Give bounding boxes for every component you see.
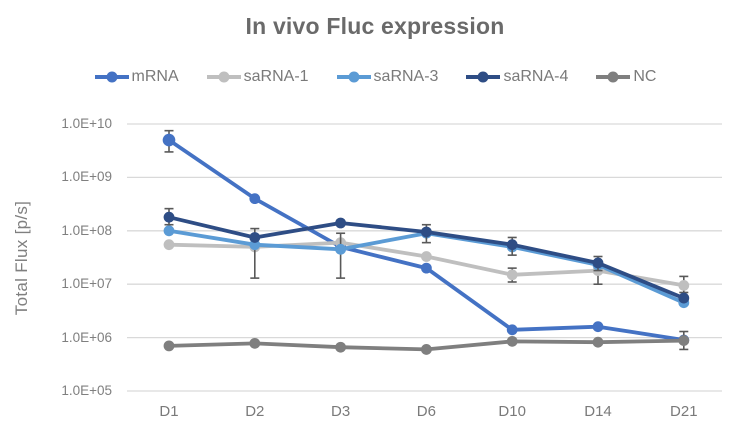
y-tick-label: 1.0E+07 <box>61 276 112 292</box>
y-tick-label: 1.0E+06 <box>61 329 112 345</box>
y-tick-label: 1.0E+08 <box>61 222 112 238</box>
legend-item-saRNA-1: saRNA-1 <box>206 68 309 86</box>
data-point-marker-NC <box>678 335 690 346</box>
data-point-marker-saRNA-4 <box>335 217 346 229</box>
legend-item-label: mRNA <box>131 68 179 85</box>
data-point-marker-NC <box>335 341 346 353</box>
data-point-marker-NC <box>249 337 261 349</box>
data-point-marker-saRNA-3 <box>163 225 175 237</box>
x-tick-label: D3 <box>331 403 351 420</box>
x-tick-label: D1 <box>159 403 179 420</box>
data-point-marker-saRNA-1 <box>163 239 175 251</box>
data-point-marker-NC <box>421 344 432 355</box>
x-tick-label: D2 <box>245 403 265 420</box>
y-axis-title: Total Flux [p/s] <box>12 200 31 316</box>
data-point-marker-saRNA-4 <box>506 239 518 251</box>
y-tick-label: 1.0E+09 <box>61 169 112 185</box>
y-tick-label: 1.0E+10 <box>61 116 112 131</box>
chart-title: In vivo Fluc expression <box>245 13 505 39</box>
data-point-marker-saRNA-4 <box>249 232 261 243</box>
data-point-marker-saRNA-4 <box>678 292 690 304</box>
x-tick-label: D14 <box>584 403 612 420</box>
data-point-marker-mRNA <box>162 133 176 147</box>
y-tick-label: 1.0E+05 <box>61 383 112 398</box>
x-tick-label: D10 <box>498 403 526 420</box>
data-point-marker-NC <box>592 336 604 348</box>
data-point-marker-saRNA-1 <box>506 269 518 281</box>
data-point-marker-NC <box>163 340 175 352</box>
legend-item-NC: NC <box>595 68 656 86</box>
legend-marker-icon <box>94 71 129 83</box>
data-point-marker-saRNA-4 <box>163 211 175 223</box>
legend-item-label: saRNA-4 <box>503 68 569 85</box>
legend: mRNA saRNA-1 saRNA-3 saRNA-4 NC <box>0 63 750 91</box>
data-point-marker-saRNA-1 <box>678 279 690 291</box>
data-point-marker-NC <box>506 335 518 347</box>
x-tick-label: D6 <box>416 403 436 420</box>
data-point-marker-mRNA <box>421 262 432 274</box>
data-point-marker-saRNA-3 <box>335 243 346 255</box>
legend-marker-icon <box>466 71 501 83</box>
legend-item-saRNA-4: saRNA-4 <box>465 68 568 86</box>
legend-item-mRNA: mRNA <box>94 68 179 86</box>
data-point-marker-saRNA-4 <box>421 226 432 238</box>
data-point-marker-mRNA <box>249 193 261 205</box>
legend-item-saRNA-3: saRNA-3 <box>336 68 439 86</box>
legend-item-label: saRNA-3 <box>373 68 439 85</box>
data-point-marker-mRNA <box>592 321 604 333</box>
data-point-marker-mRNA <box>506 324 518 336</box>
legend-marker-icon <box>596 71 631 83</box>
legend-marker-icon <box>206 71 241 83</box>
legend-item-label: saRNA-1 <box>243 68 309 85</box>
data-point-marker-saRNA-1 <box>421 251 432 262</box>
data-point-marker-saRNA-4 <box>592 257 604 269</box>
legend-marker-icon <box>336 71 371 83</box>
legend-item-label: NC <box>633 68 657 85</box>
x-tick-label: D21 <box>670 403 698 420</box>
